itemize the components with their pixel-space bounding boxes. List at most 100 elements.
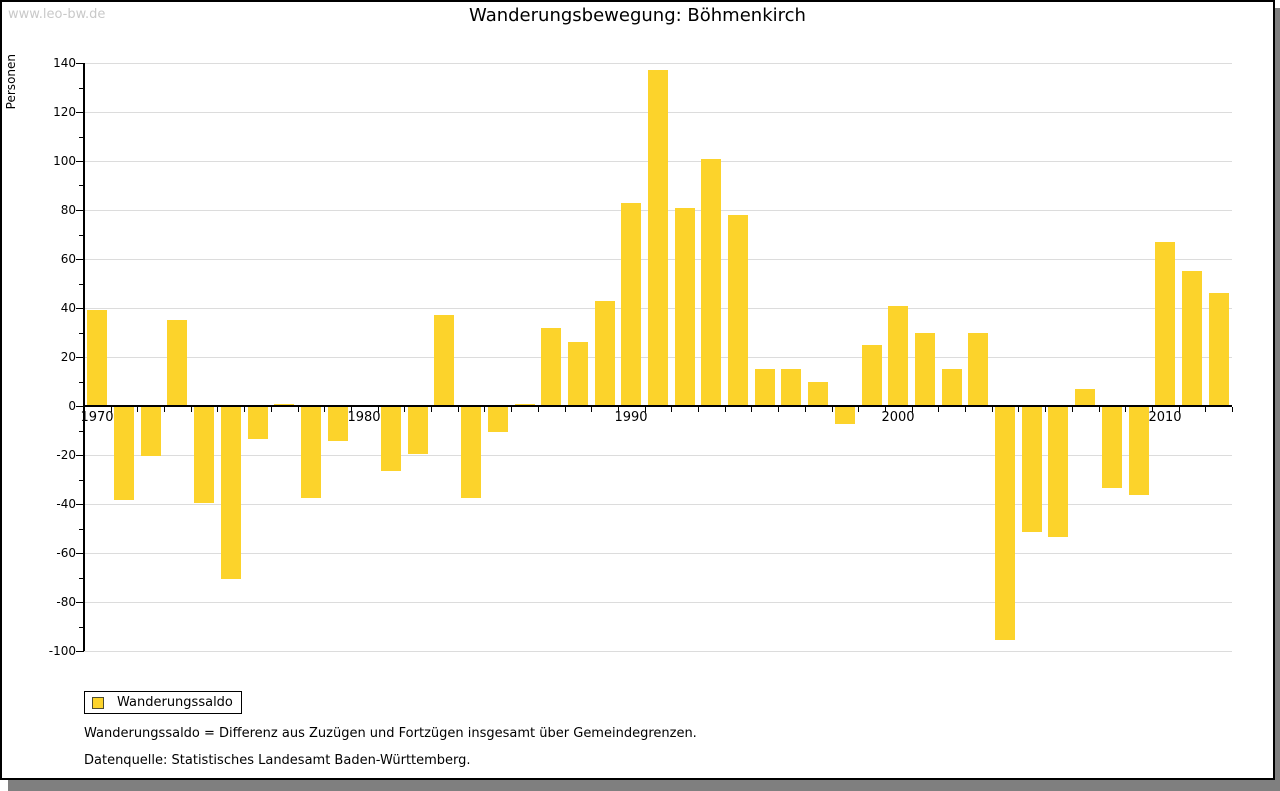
y-tick	[76, 406, 84, 407]
x-tick	[778, 407, 779, 412]
x-tick	[805, 407, 806, 412]
x-tick	[484, 407, 485, 412]
y-tick-label: -40	[56, 497, 76, 511]
x-tick	[858, 407, 859, 412]
x-axis-line	[83, 405, 1232, 407]
footnote-source: Datenquelle: Statistisches Landesamt Bad…	[84, 753, 471, 768]
legend-swatch-icon	[92, 696, 104, 709]
gridline	[84, 63, 1232, 64]
x-tick	[1232, 407, 1233, 412]
bar	[461, 407, 481, 498]
x-tick	[271, 407, 272, 412]
x-tick	[1152, 407, 1153, 412]
y-tick-label: 40	[60, 301, 76, 315]
y-tick-label: -20	[56, 448, 76, 462]
x-tick	[137, 407, 138, 412]
bar	[915, 333, 935, 407]
y-tick	[76, 161, 84, 162]
y-tick-label: 100	[53, 154, 76, 168]
x-tick	[1179, 407, 1180, 412]
gridline	[84, 651, 1232, 652]
y-tick	[76, 112, 84, 113]
y-tick	[76, 553, 84, 554]
bar	[1155, 242, 1175, 406]
bar	[488, 407, 508, 432]
bar	[381, 407, 401, 471]
bar	[1048, 407, 1068, 537]
y-tick	[76, 504, 84, 505]
bar	[808, 382, 828, 407]
x-tick	[751, 407, 752, 412]
gridline	[84, 553, 1232, 554]
x-tick	[885, 407, 886, 412]
x-tick	[1018, 407, 1019, 412]
y-tick	[76, 210, 84, 211]
x-tick	[378, 407, 379, 412]
bar	[1022, 407, 1042, 532]
y-tick	[76, 455, 84, 456]
y-tick	[76, 651, 84, 652]
bar	[541, 328, 561, 406]
y-tick	[79, 284, 84, 285]
x-tick	[191, 407, 192, 412]
bar	[568, 342, 588, 406]
x-tick	[938, 407, 939, 412]
x-tick	[725, 407, 726, 412]
x-tick	[645, 407, 646, 412]
plot-area: -100 -80 -60 -40 -20 0 20 40 60 80 100 120 140 1970 19…	[2, 2, 1273, 778]
bar	[595, 301, 615, 406]
bar	[888, 306, 908, 406]
bar	[408, 407, 428, 454]
bar	[301, 407, 321, 498]
y-axis-line	[83, 63, 85, 651]
bar	[942, 369, 962, 406]
y-tick-label: -100	[48, 644, 76, 658]
y-tick	[76, 602, 84, 603]
bar	[648, 70, 668, 406]
x-tick-label: 2000	[881, 410, 915, 425]
x-tick	[458, 407, 459, 412]
bar	[675, 208, 695, 406]
page-shadow-right	[1275, 8, 1280, 791]
bar	[621, 203, 641, 406]
x-tick	[912, 407, 913, 412]
bar	[968, 333, 988, 407]
bar	[1102, 407, 1122, 488]
bar	[194, 407, 214, 503]
y-tick-label: -60	[56, 546, 76, 560]
footnote-definition: Wanderungssaldo = Differenz aus Zuzügen …	[84, 726, 697, 741]
bar	[1075, 389, 1095, 406]
x-tick	[618, 407, 619, 412]
bar	[862, 345, 882, 406]
gridline	[84, 455, 1232, 456]
bar	[114, 407, 134, 500]
x-tick	[832, 407, 833, 412]
x-tick	[431, 407, 432, 412]
y-tick-label: 0	[68, 399, 76, 413]
y-tick	[79, 480, 84, 481]
bar	[328, 407, 348, 441]
x-tick	[404, 407, 405, 412]
y-tick	[79, 529, 84, 530]
y-tick-label: 80	[60, 203, 76, 217]
y-tick-label: 60	[60, 252, 76, 266]
x-tick	[164, 407, 165, 412]
x-tick	[84, 407, 85, 412]
y-tick	[79, 431, 84, 432]
y-tick	[79, 235, 84, 236]
x-tick	[1205, 407, 1206, 412]
bar	[755, 369, 775, 406]
x-tick-label: 2010	[1148, 410, 1182, 425]
x-tick	[244, 407, 245, 412]
x-tick	[565, 407, 566, 412]
bar	[248, 407, 268, 439]
bar	[1129, 407, 1149, 495]
bar	[1209, 293, 1229, 406]
bar	[701, 159, 721, 406]
page-shadow-bottom	[8, 780, 1280, 791]
y-tick-label: -80	[56, 595, 76, 609]
y-tick	[79, 578, 84, 579]
y-tick-label: 120	[53, 105, 76, 119]
